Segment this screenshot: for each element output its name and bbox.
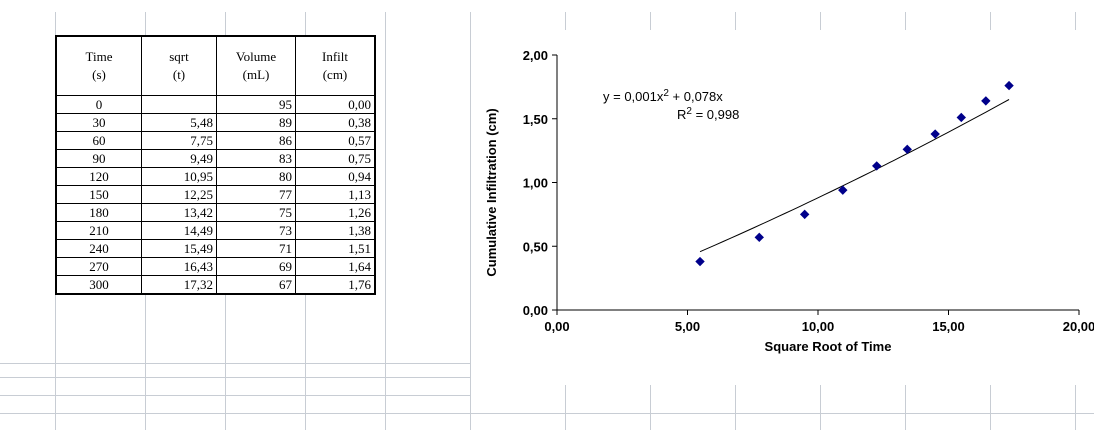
volume-cell: 86 (216, 131, 296, 150)
x-axis-title: Square Root of Time (765, 339, 892, 354)
r2-prefix: R (677, 107, 686, 122)
infilt-cell: 0,57 (295, 131, 376, 150)
y-tick-label: 2,00 (523, 48, 548, 63)
time-cell: 270 (55, 257, 142, 276)
table-body: 0 95 0,00 30 5,48 89 0,38 60 7,75 86 0,57 90 9,49 83 0… (55, 95, 376, 295)
infilt-cell: 1,38 (295, 221, 376, 240)
table-row: 240 15,49 71 1,51 (55, 239, 376, 258)
sqrt-cell: 7,75 (141, 131, 217, 150)
y-tick-label: 0,50 (523, 239, 548, 254)
volume-cell: 89 (216, 113, 296, 132)
table-row: 300 17,32 67 1,76 (55, 275, 376, 295)
x-tick-label: 15,00 (932, 319, 965, 334)
trendline-equation: y = 0,001x2 + 0,078x (603, 88, 723, 104)
data-point (930, 129, 940, 139)
y-tick-label: 1,00 (523, 176, 548, 191)
infilt-cell: 1,13 (295, 185, 376, 204)
table-row: 120 10,95 80 0,94 (55, 167, 376, 186)
table-row: 210 14,49 73 1,38 (55, 221, 376, 240)
x-tick-label: 10,00 (802, 319, 835, 334)
time-cell: 60 (55, 131, 142, 150)
volume-cell: 95 (216, 95, 296, 114)
time-cell: 240 (55, 239, 142, 258)
data-point (1004, 80, 1014, 91)
volume-cell: 67 (216, 275, 296, 295)
y-tick-label: 0,00 (523, 303, 548, 318)
data-point (956, 112, 966, 123)
data-point (838, 185, 848, 195)
table-row: 270 16,43 69 1,64 (55, 257, 376, 276)
data-point (872, 161, 882, 171)
trendline (699, 99, 1010, 253)
volume-cell: 69 (216, 257, 296, 276)
sqrt-cell: 16,43 (141, 257, 217, 276)
volume-cell: 80 (216, 167, 296, 186)
table-row: 150 12,25 77 1,13 (55, 185, 376, 204)
sqrt-cell: 12,25 (141, 185, 217, 204)
infilt-cell: 1,26 (295, 203, 376, 222)
time-cell: 0 (55, 95, 142, 114)
r2-suffix: = 0,998 (692, 107, 739, 122)
infiltration-data-table: Time (s) sqrt (t) Volume (mL) Infilt (cm… (55, 35, 376, 295)
y-axis-title: Cumulative Infiltration (cm) (484, 108, 499, 276)
sqrt-cell: 17,32 (141, 275, 217, 295)
infilt-cell: 0,75 (295, 149, 376, 168)
volume-cell: 73 (216, 221, 296, 240)
header-volume: Volume (mL) (216, 35, 296, 96)
table-row: 0 95 0,00 (55, 95, 376, 114)
sqrt-cell: 13,42 (141, 203, 217, 222)
time-cell: 120 (55, 167, 142, 186)
x-tick-label: 0,00 (544, 319, 569, 334)
infilt-cell: 1,76 (295, 275, 376, 295)
volume-cell: 77 (216, 185, 296, 204)
data-point (695, 256, 705, 267)
r2-exponent: 2 (686, 106, 692, 117)
equation-suffix: + 0,078x (669, 89, 723, 104)
data-points (695, 80, 1014, 267)
x-tick-label: 20,00 (1063, 319, 1094, 334)
volume-cell: 83 (216, 149, 296, 168)
time-cell: 150 (55, 185, 142, 204)
y-tick-label: 1,50 (523, 112, 548, 127)
time-cell: 30 (55, 113, 142, 132)
sqrt-cell: 5,48 (141, 113, 217, 132)
data-point (799, 209, 810, 220)
table-header-row: Time (s) sqrt (t) Volume (mL) Infilt (cm… (55, 35, 376, 96)
volume-cell: 71 (216, 239, 296, 258)
time-cell: 180 (55, 203, 142, 222)
sqrt-cell: 15,49 (141, 239, 217, 258)
header-infilt: Infilt (cm) (295, 35, 376, 96)
sqrt-cell: 14,49 (141, 221, 217, 240)
sqrt-cell (141, 95, 217, 114)
data-point (981, 96, 991, 106)
sqrt-cell: 10,95 (141, 167, 217, 186)
infilt-cell: 0,38 (295, 113, 376, 132)
volume-cell: 75 (216, 203, 296, 222)
data-point (902, 144, 912, 155)
infilt-cell: 0,00 (295, 95, 376, 114)
time-cell: 300 (55, 275, 142, 295)
sqrt-cell: 9,49 (141, 149, 217, 168)
trendline-group (699, 99, 1010, 253)
data-point (754, 232, 764, 243)
equation-prefix: y = 0,001x (603, 89, 664, 104)
table-row: 90 9,49 83 0,75 (55, 149, 376, 168)
table-row: 60 7,75 86 0,57 (55, 131, 376, 150)
header-sqrt: sqrt (t) (141, 35, 217, 96)
time-cell: 90 (55, 149, 142, 168)
infilt-cell: 1,64 (295, 257, 376, 276)
tick-labels: 0,00 0,50 1,00 1,50 2,00 0,00 5,00 10,00 15,00 20… (523, 48, 1094, 334)
infilt-cell: 0,94 (295, 167, 376, 186)
scatter-chart: 0,00 0,50 1,00 1,50 2,00 0,00 5,00 10,00 15,00 20… (484, 48, 1094, 354)
r-squared-label: R2 = 0,998 (677, 106, 739, 122)
chart-panel: 0,00 0,50 1,00 1,50 2,00 0,00 5,00 10,00 15,00 20… (479, 30, 1094, 385)
equation-exponent: 2 (663, 88, 669, 99)
infilt-cell: 1,51 (295, 239, 376, 258)
x-tick-label: 5,00 (675, 319, 700, 334)
header-time: Time (s) (55, 35, 142, 96)
table-row: 180 13,42 75 1,26 (55, 203, 376, 222)
table-row: 30 5,48 89 0,38 (55, 113, 376, 132)
time-cell: 210 (55, 221, 142, 240)
